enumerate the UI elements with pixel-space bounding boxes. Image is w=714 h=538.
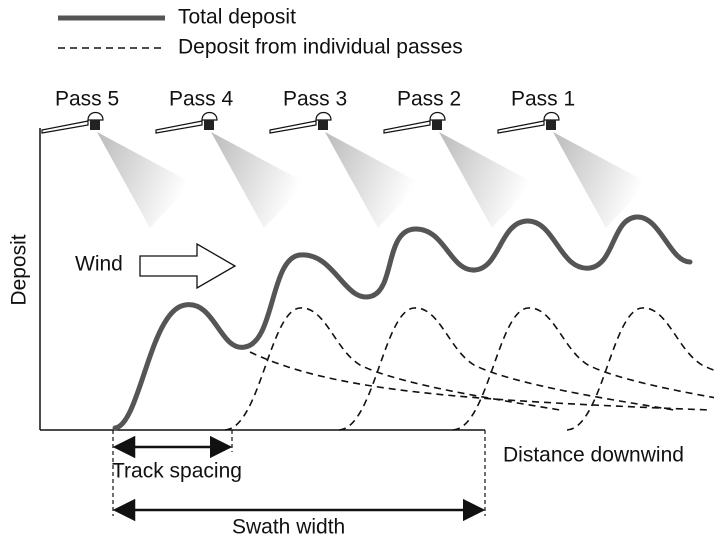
pass-curves: [224, 307, 714, 431]
nozzle-body: [90, 120, 100, 130]
nozzle: [315, 111, 332, 121]
pass-curve: [249, 351, 711, 411]
boom: [383, 120, 431, 134]
x-axis-label: Distance downwind: [503, 444, 684, 467]
boom: [155, 120, 203, 134]
nozzle: [87, 111, 104, 121]
pass-label: Pass 5: [55, 88, 119, 111]
nozzle-body: [318, 120, 328, 130]
boom: [269, 120, 317, 134]
legend-individual: Deposit from individual passes: [178, 36, 463, 59]
spray-cone: [325, 132, 420, 228]
y-axis-label: Deposit: [8, 234, 31, 305]
pass-label: Pass 1: [511, 88, 575, 111]
pass-curve: [566, 307, 714, 431]
track-spacing-label: Track spacing: [112, 460, 242, 483]
nozzle: [429, 111, 446, 121]
spray-cone: [439, 132, 534, 228]
nozzle: [543, 111, 560, 121]
spray-cone: [97, 132, 192, 228]
spray-cone: [553, 132, 648, 228]
nozzle: [201, 111, 218, 121]
pass-curve: [224, 307, 561, 431]
legend-total: Total deposit: [178, 6, 296, 29]
pass-label: Pass 3: [283, 88, 347, 111]
pass-label: Pass 4: [169, 88, 234, 111]
wind-arrow: [139, 242, 237, 290]
nozzle-body: [546, 120, 556, 130]
total-curve: [112, 214, 693, 431]
boom: [41, 120, 89, 134]
pass-label: Pass 2: [397, 88, 461, 111]
wind-label: Wind: [75, 253, 123, 276]
nozzle-body: [432, 120, 442, 130]
swath-width-label: Swath width: [232, 516, 345, 538]
pass-curve: [452, 307, 714, 431]
nozzle-body: [204, 120, 214, 130]
passes: Pass 5 Pass 4 Pass 3 Pass 2 Pass 1: [41, 88, 648, 228]
spray-cone: [211, 132, 306, 228]
boom: [497, 120, 545, 134]
pass-curve: [338, 307, 675, 431]
